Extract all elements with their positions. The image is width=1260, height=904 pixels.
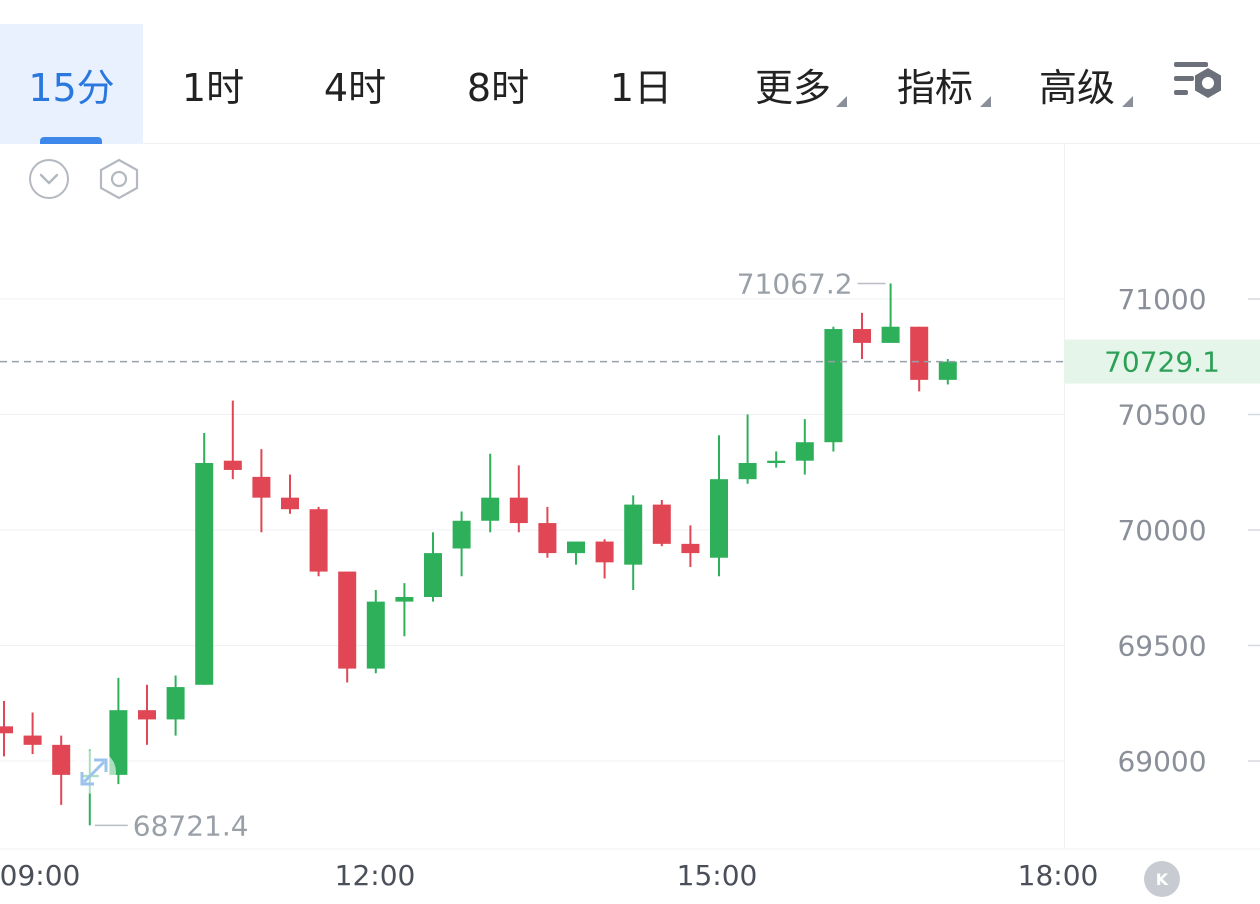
candle-body bbox=[538, 523, 557, 554]
tab-indicators[interactable]: 指标 bbox=[870, 24, 1000, 144]
tab-advanced[interactable]: 高级 bbox=[1012, 24, 1142, 144]
tab-15min-label: 15分 bbox=[28, 65, 115, 110]
y-tick-label: 70500 bbox=[1117, 399, 1206, 432]
tab-15min[interactable]: 15分 bbox=[0, 24, 143, 144]
candle-body bbox=[853, 329, 871, 343]
current-price-label: 70729.1 bbox=[1104, 346, 1220, 379]
candle-body bbox=[366, 601, 385, 669]
x-tick-label: 15:00 bbox=[677, 859, 758, 892]
candles bbox=[0, 283, 957, 826]
x-tick-label: 18:00 bbox=[1018, 859, 1099, 892]
tab-4h-label: 4时 bbox=[323, 65, 387, 110]
candle-body bbox=[481, 497, 500, 521]
tab-more[interactable]: 更多 bbox=[728, 24, 858, 144]
x-tick-label: 09:00 bbox=[0, 859, 80, 892]
tab-8h[interactable]: 8时 bbox=[428, 24, 568, 144]
x-tick-label: 12:00 bbox=[335, 859, 416, 892]
candle-body bbox=[309, 509, 328, 572]
candle-body bbox=[652, 504, 671, 544]
candle-body bbox=[767, 460, 786, 464]
candle-body bbox=[738, 463, 757, 480]
candle-body bbox=[395, 596, 414, 602]
tab-1d-label: 1日 bbox=[609, 65, 673, 110]
svg-text:K: K bbox=[1156, 870, 1169, 889]
caret-down-icon bbox=[836, 96, 847, 107]
tab-4h[interactable]: 4时 bbox=[285, 24, 425, 144]
caret-down-icon bbox=[1122, 96, 1133, 107]
grid-lines bbox=[0, 298, 1260, 850]
chart-settings-icon[interactable] bbox=[1168, 58, 1232, 114]
candle-body bbox=[938, 361, 957, 380]
candle-body bbox=[166, 687, 185, 720]
candle-body bbox=[338, 571, 357, 669]
candle-body bbox=[509, 497, 528, 524]
candle-body bbox=[824, 329, 843, 443]
price-axis-divider bbox=[1064, 144, 1065, 849]
candle-body bbox=[452, 520, 471, 549]
candle-body bbox=[252, 476, 271, 498]
timeframe-tabbar: 15分 1时 4时 8时 1日 更多 指标 高级 bbox=[0, 0, 1260, 144]
candle-body bbox=[281, 497, 299, 510]
tab-advanced-label: 高级 bbox=[1038, 65, 1115, 110]
chart-labels: 71000 70500 70000 69500 69000 09:00 12:00 15:00… bbox=[0, 267, 1260, 892]
y-tick-label: 71000 bbox=[1117, 283, 1206, 316]
candle-body bbox=[0, 726, 13, 734]
tab-1h[interactable]: 1时 bbox=[143, 24, 283, 144]
tab-8h-label: 8时 bbox=[466, 65, 530, 110]
caret-down-icon bbox=[980, 96, 991, 107]
candle-body bbox=[624, 504, 643, 565]
expand-arrows-icon[interactable] bbox=[70, 748, 118, 796]
y-tick-label: 69500 bbox=[1117, 630, 1206, 663]
candle-body bbox=[595, 541, 614, 563]
tab-indicators-label: 指标 bbox=[896, 65, 973, 110]
current-price-badge bbox=[1064, 339, 1260, 384]
candle-body bbox=[910, 326, 929, 380]
low-price-label: 68721.4 bbox=[133, 809, 249, 842]
candle-body bbox=[52, 744, 71, 775]
candle-body bbox=[881, 326, 900, 343]
y-tick-label: 69000 bbox=[1117, 745, 1206, 778]
candle-body bbox=[195, 463, 214, 685]
candle-body bbox=[424, 553, 442, 597]
y-tick-label: 70000 bbox=[1117, 514, 1206, 547]
tab-1d[interactable]: 1日 bbox=[571, 24, 711, 144]
active-tab-indicator bbox=[40, 137, 102, 144]
tab-more-label: 更多 bbox=[754, 65, 831, 110]
candle-body bbox=[223, 460, 242, 470]
tab-1h-label: 1时 bbox=[181, 65, 245, 110]
high-price-label: 71067.2 bbox=[737, 267, 853, 300]
candle-body bbox=[710, 479, 728, 558]
hexagon-settings-icon[interactable] bbox=[96, 157, 142, 201]
candle-body bbox=[795, 442, 814, 461]
k-logo-icon[interactable]: K bbox=[1143, 860, 1181, 898]
candle-body bbox=[681, 543, 700, 554]
chevron-down-circle-icon[interactable] bbox=[27, 157, 71, 201]
candle-body bbox=[567, 541, 585, 554]
candle-body bbox=[138, 710, 156, 720]
candle-body bbox=[109, 710, 128, 775]
candle-body bbox=[23, 735, 42, 745]
